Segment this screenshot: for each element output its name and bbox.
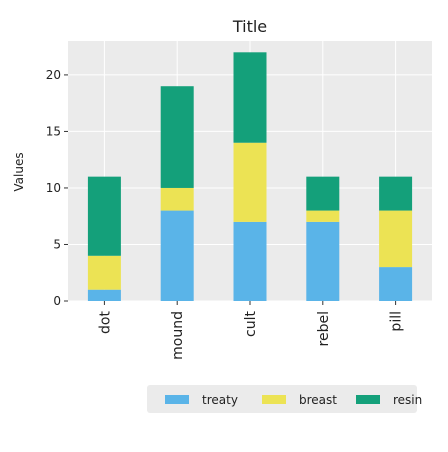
- bar-treaty-dot: [87, 289, 121, 301]
- bar-resin-cult: [233, 52, 267, 143]
- bar-resin-dot: [87, 176, 121, 256]
- x-tick-label: cult: [243, 310, 259, 336]
- legend-swatch-breast: [262, 395, 286, 404]
- y-tick-label: 0: [53, 294, 61, 308]
- bar-treaty-pill: [379, 267, 413, 301]
- bar-breast-pill: [379, 210, 413, 268]
- legend-label-breast: breast: [299, 393, 337, 407]
- bar-breast-dot: [87, 255, 121, 290]
- plot-area: 0 5 10 15 20 dot mound cult rebel pill: [46, 41, 432, 360]
- y-axis-label: Values: [12, 152, 26, 191]
- bar-treaty-cult: [233, 221, 267, 301]
- bar-resin-mound: [160, 86, 194, 188]
- x-tick-label: pill: [389, 311, 405, 332]
- bar-treaty-mound: [160, 210, 194, 301]
- x-tick-label: mound: [170, 311, 186, 360]
- y-tick-label: 20: [46, 68, 61, 82]
- bar-breast-cult: [233, 142, 267, 222]
- bar-resin-rebel: [306, 176, 340, 211]
- x-tick-label: dot: [97, 311, 113, 334]
- legend-swatch-treaty: [165, 395, 189, 404]
- legend: treaty breast resin: [147, 385, 422, 413]
- chart-title: Title: [232, 17, 267, 36]
- bar-resin-pill: [379, 176, 413, 211]
- legend-label-resin: resin: [393, 393, 422, 407]
- legend-swatch-resin: [356, 395, 380, 404]
- y-tick-label: 10: [46, 181, 61, 195]
- x-tick-label: rebel: [316, 311, 332, 346]
- y-tick-label: 15: [46, 124, 61, 138]
- bar-breast-mound: [160, 187, 194, 211]
- bar-breast-rebel: [306, 210, 340, 222]
- bar-treaty-rebel: [306, 221, 340, 301]
- y-tick-label: 5: [53, 237, 61, 251]
- legend-label-treaty: treaty: [202, 393, 238, 407]
